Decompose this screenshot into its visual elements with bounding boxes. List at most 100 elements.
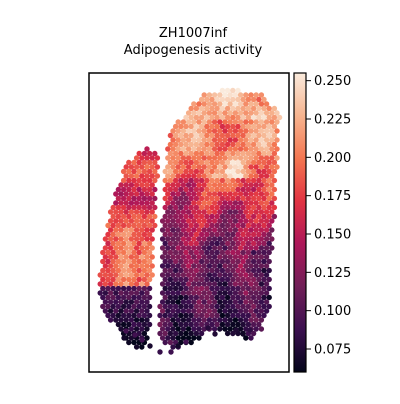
tissue-spot — [128, 182, 135, 188]
tissue-spot — [214, 105, 220, 112]
tissue-spot — [193, 285, 200, 292]
tissue-spot — [102, 272, 109, 278]
tissue-spot — [123, 164, 129, 170]
tissue-spot — [224, 294, 231, 301]
tissue-spot — [206, 128, 213, 134]
tissue-spot — [120, 267, 127, 274]
tissue-spot — [271, 114, 278, 121]
tissue-spot — [185, 245, 192, 251]
tissue-spot — [172, 168, 179, 175]
tissue-spot — [222, 155, 228, 161]
tissue-spot — [266, 177, 272, 184]
tissue-spot — [258, 173, 265, 179]
tissue-spot — [193, 186, 200, 193]
tissue-spot — [136, 168, 142, 175]
tissue-spot — [175, 119, 181, 125]
tissue-spot — [178, 231, 184, 238]
tissue-spot — [178, 240, 184, 247]
tissue-spot — [248, 281, 254, 287]
tissue-spot — [250, 249, 257, 256]
colorbar-tick-label: 0.125 — [314, 266, 351, 281]
tissue-spot — [250, 105, 257, 112]
tissue-spot — [178, 141, 184, 148]
tissue-spot — [167, 213, 174, 220]
tissue-spot — [227, 146, 233, 152]
tissue-spot — [224, 285, 231, 292]
tissue-spot — [224, 204, 231, 211]
tissue-spot — [175, 227, 181, 233]
tissue-spot — [198, 186, 205, 193]
tissue-spot — [188, 267, 194, 274]
tissue-spot — [209, 168, 215, 175]
tissue-spot — [191, 191, 197, 197]
tissue-spot — [149, 182, 155, 188]
tissue-spot — [170, 236, 176, 242]
tissue-spot — [250, 150, 257, 157]
tissue-spot — [188, 168, 194, 175]
tissue-spot — [219, 159, 226, 166]
tissue-spot — [193, 141, 200, 148]
tissue-spot — [232, 110, 239, 116]
tissue-spot — [198, 222, 205, 229]
tissue-spot — [230, 240, 236, 247]
tissue-spot — [227, 236, 233, 242]
tissue-spot — [222, 308, 228, 314]
tissue-spot — [232, 209, 239, 215]
tissue-spot — [201, 173, 207, 179]
tissue-spot — [209, 303, 215, 310]
tissue-spot — [217, 209, 223, 215]
tissue-spot — [269, 137, 275, 143]
tissue-spot — [165, 281, 171, 287]
tissue-spot — [141, 222, 148, 229]
tissue-spot — [133, 281, 140, 287]
tissue-spot — [123, 191, 129, 197]
tissue-spot — [258, 299, 265, 305]
tissue-spot — [243, 326, 249, 332]
tissue-spot — [263, 182, 270, 188]
tissue-spot — [172, 330, 179, 337]
tissue-spot — [276, 114, 283, 121]
tissue-spot — [235, 222, 241, 229]
tissue-spot — [204, 249, 210, 256]
tissue-spot — [248, 92, 254, 98]
tissue-spot — [126, 222, 132, 229]
tissue-spot — [128, 209, 135, 215]
tissue-spot — [188, 321, 194, 328]
tissue-spot — [222, 137, 228, 143]
tissue-spot — [209, 96, 215, 103]
tissue-spot — [118, 290, 124, 296]
tissue-spot — [178, 303, 184, 310]
tissue-spot — [141, 258, 148, 265]
tissue-spot — [133, 308, 140, 314]
tissue-spot — [162, 168, 168, 175]
tissue-spot — [214, 132, 220, 139]
tissue-spot — [120, 285, 127, 292]
tissue-spot — [245, 159, 252, 166]
tissue-spot — [159, 317, 166, 323]
tissue-spot — [144, 200, 150, 206]
tissue-spot — [245, 141, 252, 148]
tissue-spot — [230, 195, 236, 202]
tissue-spot — [172, 213, 179, 220]
tissue-spot — [136, 222, 142, 229]
tissue-spot — [217, 200, 223, 206]
tissue-spot — [118, 209, 124, 215]
tissue-spot — [191, 254, 197, 260]
tissue-spot — [141, 231, 148, 238]
tissue-spot — [258, 200, 265, 206]
tissue-spot — [235, 150, 241, 157]
tissue-spot — [237, 200, 244, 206]
tissue-spot — [191, 236, 197, 242]
tissue-spot — [175, 137, 181, 143]
tissue-spot — [185, 173, 192, 179]
tissue-spot — [139, 245, 145, 251]
tissue-spot — [196, 101, 202, 107]
tissue-spot — [217, 299, 223, 305]
tissue-spot — [193, 168, 200, 175]
tissue-spot — [178, 312, 184, 319]
tissue-spot — [245, 186, 252, 193]
tissue-spot — [191, 290, 197, 296]
tissue-spot — [110, 213, 116, 220]
tissue-spot — [219, 312, 226, 319]
tissue-spot — [146, 186, 153, 193]
